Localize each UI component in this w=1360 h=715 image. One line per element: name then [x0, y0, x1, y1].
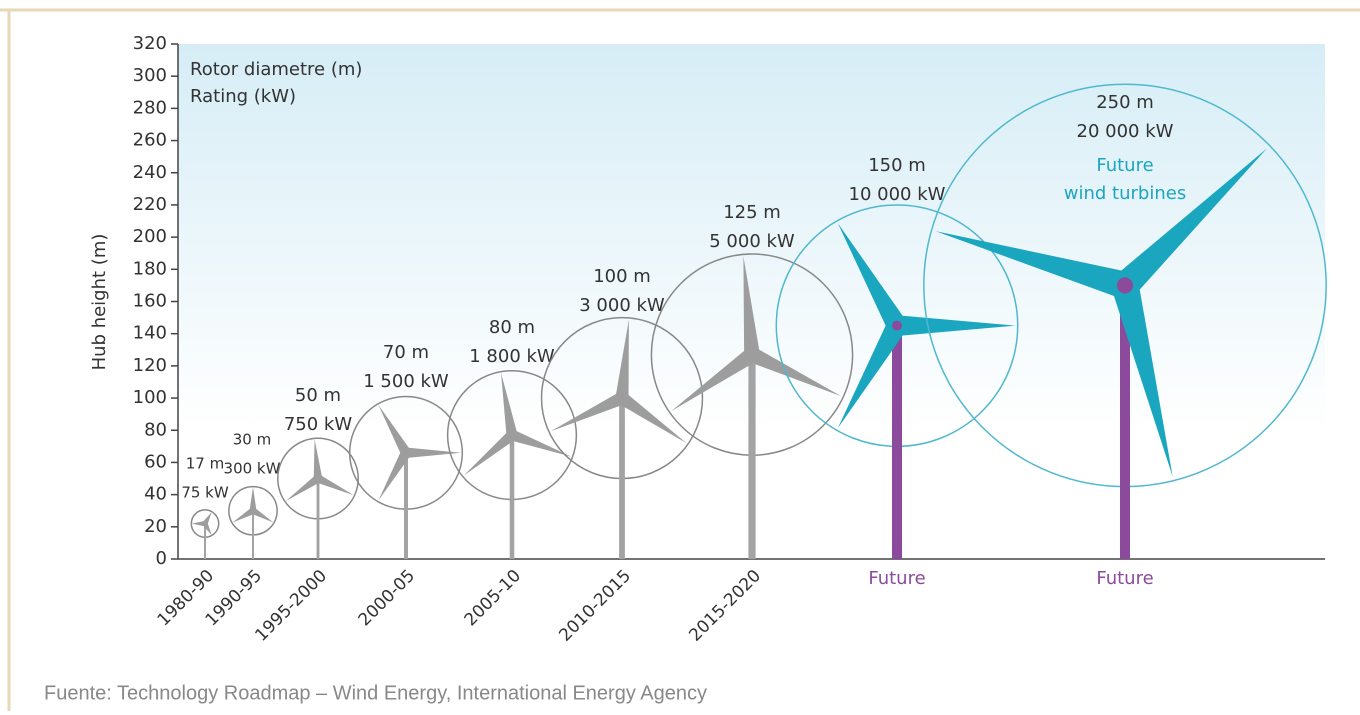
y-tick-label: 260 [133, 130, 167, 151]
x-tick-label: Future [1096, 568, 1153, 589]
y-tick-label: 320 [133, 33, 167, 54]
y-tick-label: 40 [144, 484, 167, 505]
diameter-label: 250 m [1096, 92, 1154, 113]
y-tick-label: 300 [133, 65, 167, 86]
y-tick-label: 100 [133, 387, 167, 408]
y-tick-label: 240 [133, 162, 167, 183]
diameter-label: 150 m [868, 155, 926, 176]
hub [619, 395, 625, 401]
legend-entry: Rotor diametre (m) [190, 59, 362, 80]
rating-label: 1 500 kW [363, 371, 449, 392]
annotation: Future [1096, 155, 1153, 176]
rating-label: 10 000 kW [849, 184, 946, 205]
y-tick-label: 20 [144, 516, 167, 537]
x-tick-label: Future [868, 568, 925, 589]
diameter-label: 30 m [233, 431, 271, 449]
y-axis-label: Hub height (m) [89, 234, 110, 371]
rating-label: 20 000 kW [1077, 121, 1174, 142]
y-tick-label: 280 [133, 97, 167, 118]
rating-label: 1 800 kW [469, 346, 555, 367]
source: Fuente: Technology Roadmap – Wind Energy… [44, 682, 707, 704]
chart: Hub height (m) Rotor diametre (m) Rating… [0, 0, 1360, 711]
rating-label: 750 kW [284, 414, 353, 435]
annotation: wind turbines [1064, 183, 1186, 204]
y-tick-label: 0 [156, 548, 167, 569]
y-tick-label: 80 [144, 419, 167, 440]
y-tick-label: 200 [133, 226, 167, 247]
diameter-label: 100 m [593, 266, 651, 287]
rating-label: 5 000 kW [709, 231, 795, 252]
y-tick-label: 140 [133, 323, 167, 344]
hub [1117, 277, 1133, 293]
hub [315, 476, 321, 482]
rating-label: 75 kW [181, 484, 229, 502]
rating-label: 300 kW [224, 460, 281, 478]
hub [250, 508, 256, 514]
rating-label: 3 000 kW [579, 295, 665, 316]
y-tick-label: 60 [144, 451, 167, 472]
diameter-label: 17 m [186, 455, 224, 473]
diameter-label: 80 m [489, 317, 535, 338]
y-tick-label: 120 [133, 355, 167, 376]
y-tick-label: 180 [133, 258, 167, 279]
hub [403, 450, 409, 456]
diameter-label: 70 m [383, 342, 429, 363]
diameter-label: 125 m [723, 202, 781, 223]
diameter-label: 50 m [295, 385, 341, 406]
y-tick-label: 160 [133, 291, 167, 312]
hub [202, 521, 208, 527]
hub [892, 321, 902, 331]
legend-entry: Rating (kW) [190, 86, 296, 107]
hub [509, 432, 515, 438]
y-tick-label: 220 [133, 194, 167, 215]
hub [749, 352, 755, 358]
